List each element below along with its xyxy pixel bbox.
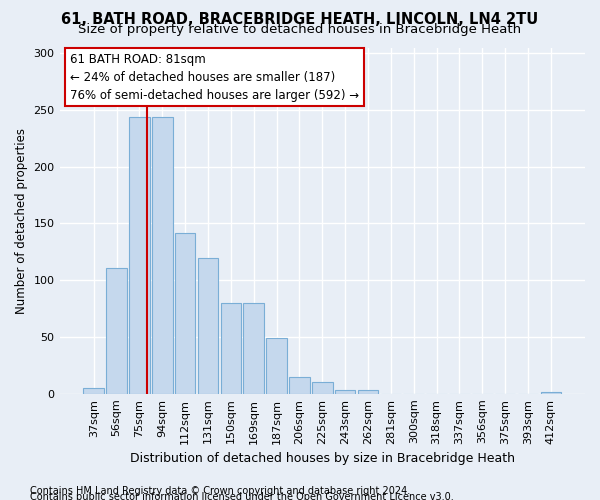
Y-axis label: Number of detached properties: Number of detached properties	[15, 128, 28, 314]
Bar	[175, 232, 196, 394]
X-axis label: Distribution of detached houses by size in Bracebridge Heath: Distribution of detached houses by size …	[130, 452, 515, 465]
Bar	[83, 388, 104, 394]
Bar	[152, 117, 173, 394]
Bar	[129, 117, 150, 394]
Bar	[266, 338, 287, 394]
Bar	[106, 268, 127, 394]
Bar	[312, 382, 332, 394]
Bar	[198, 258, 218, 394]
Text: Contains public sector information licensed under the Open Government Licence v3: Contains public sector information licen…	[30, 492, 454, 500]
Bar	[244, 303, 264, 394]
Text: Contains HM Land Registry data © Crown copyright and database right 2024.: Contains HM Land Registry data © Crown c…	[30, 486, 410, 496]
Bar	[541, 392, 561, 394]
Bar	[289, 377, 310, 394]
Text: Size of property relative to detached houses in Bracebridge Heath: Size of property relative to detached ho…	[79, 22, 521, 36]
Bar	[358, 390, 378, 394]
Bar	[221, 303, 241, 394]
Text: 61 BATH ROAD: 81sqm
← 24% of detached houses are smaller (187)
76% of semi-detac: 61 BATH ROAD: 81sqm ← 24% of detached ho…	[70, 52, 359, 102]
Text: 61, BATH ROAD, BRACEBRIDGE HEATH, LINCOLN, LN4 2TU: 61, BATH ROAD, BRACEBRIDGE HEATH, LINCOL…	[61, 12, 539, 26]
Bar	[335, 390, 355, 394]
